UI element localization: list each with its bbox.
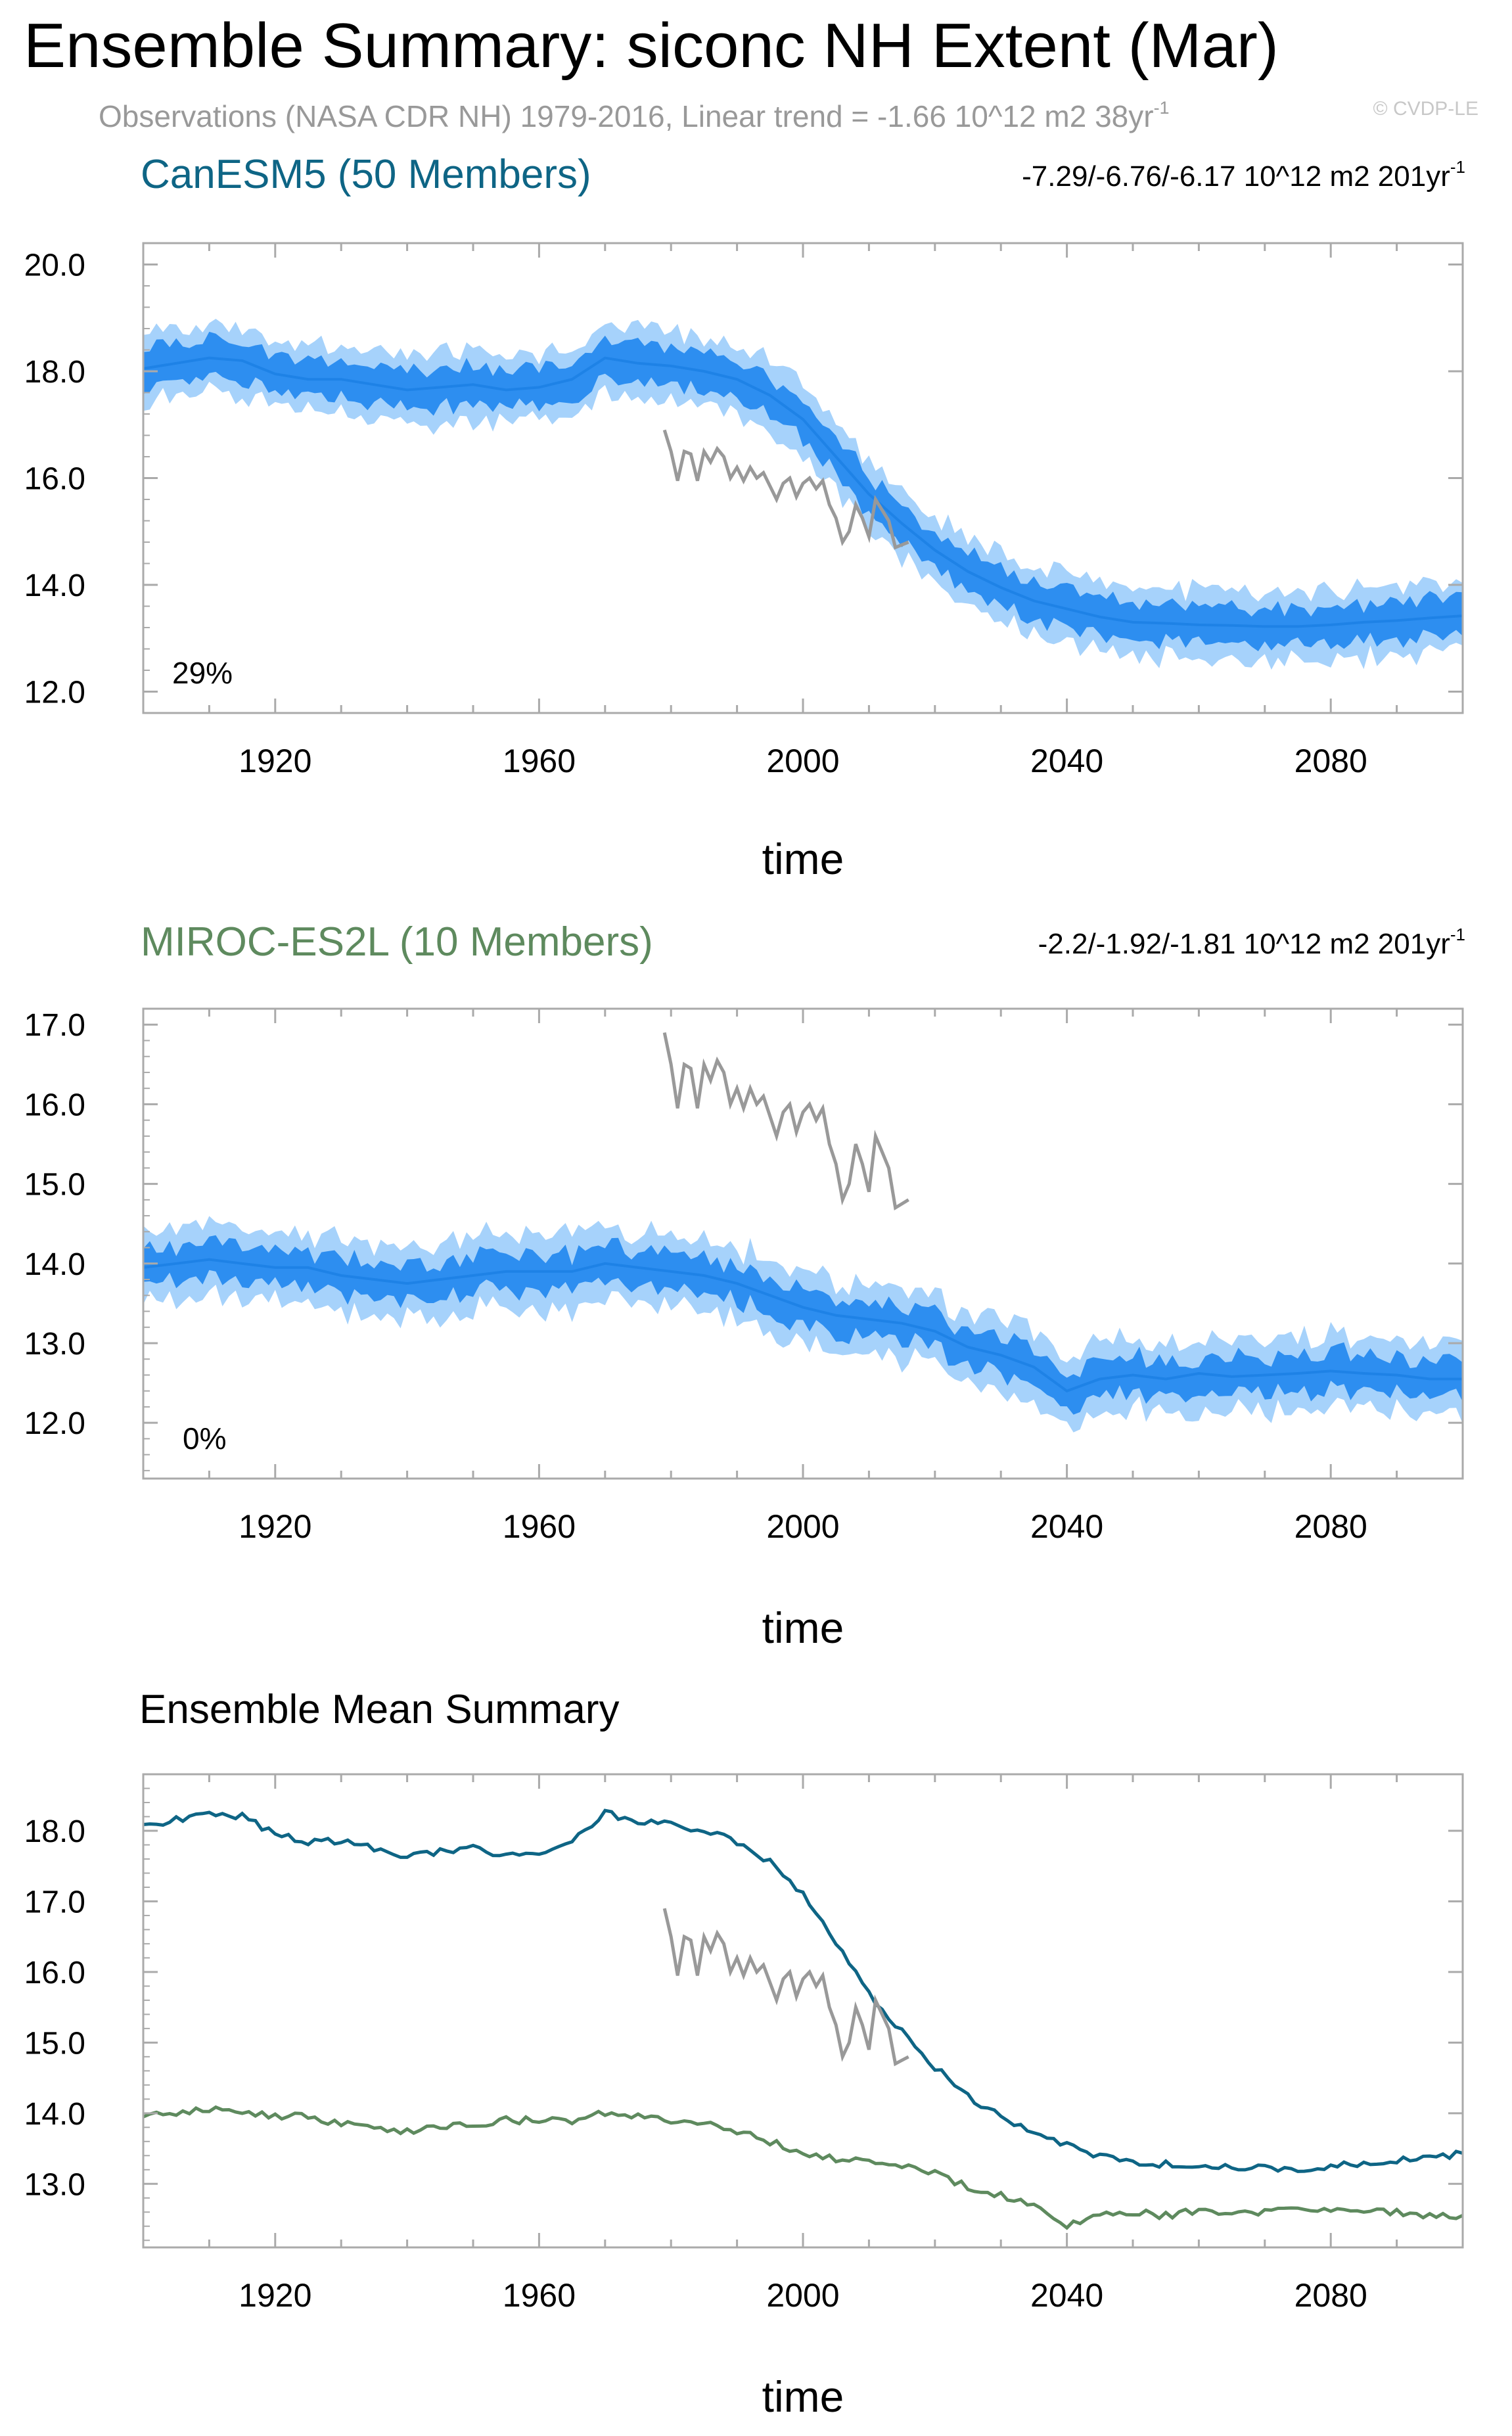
trend-label-miroc: -2.2/-1.92/-1.81 10^12 m2 201yr-1 bbox=[1038, 925, 1465, 960]
y-tick-label-mean: 18.0 bbox=[24, 1814, 85, 1849]
x-tick-label-miroc: 1960 bbox=[503, 1508, 576, 1545]
trend-text-miroc: -2.2/-1.92/-1.81 10^12 m2 201yr bbox=[1038, 928, 1450, 960]
subtitle-text: Observations (NASA CDR NH) 1979-2016, Li… bbox=[99, 99, 1154, 133]
observations-line-mean bbox=[662, 1908, 909, 2067]
x-tick-label-mean: 2040 bbox=[1030, 2277, 1103, 2314]
figure-subtitle: Observations (NASA CDR NH) 1979-2016, Li… bbox=[99, 98, 1170, 133]
panel-title-mean: Ensemble Mean Summary bbox=[139, 1687, 620, 1732]
x-tick-label-mean: 1960 bbox=[503, 2277, 576, 2314]
trend-label-canesm5: -7.29/-6.76/-6.17 10^12 m2 201yr-1 bbox=[1022, 157, 1465, 193]
x-tick-label-canesm5: 2000 bbox=[766, 743, 839, 779]
y-tick-label-mean: 17.0 bbox=[24, 1885, 85, 1919]
subtitle-superscript: -1 bbox=[1154, 98, 1170, 118]
x-axis-label-canesm5: time bbox=[762, 835, 844, 883]
y-tick-label-mean: 16.0 bbox=[24, 1956, 85, 1990]
y-tick-label-canesm5: 16.0 bbox=[24, 462, 85, 497]
mean-line-miroc-es2l bbox=[143, 2105, 1464, 2230]
x-tick-label-mean: 2000 bbox=[766, 2277, 839, 2314]
y-tick-label-miroc: 12.0 bbox=[24, 1406, 85, 1441]
y-tick-label-canesm5: 18.0 bbox=[24, 355, 85, 390]
x-axis-label-miroc: time bbox=[762, 1603, 844, 1652]
plot-mean: 1920 1960 2000 2040 2080 13.0 14.0 15.0 16.0 17.0… bbox=[24, 1773, 1464, 2314]
panel-title-canesm5: CanESM5 (50 Members) bbox=[141, 152, 591, 197]
trend-text-canesm5: -7.29/-6.76/-6.17 10^12 m2 201yr bbox=[1022, 160, 1450, 193]
y-tick-label-miroc: 16.0 bbox=[24, 1088, 85, 1122]
x-tick-label-miroc: 2080 bbox=[1294, 1508, 1367, 1545]
x-tick-label-mean: 1920 bbox=[239, 2277, 311, 2314]
x-tick-label-canesm5: 2080 bbox=[1294, 743, 1367, 779]
observations-line-miroc bbox=[662, 1032, 909, 1211]
x-tick-label-miroc: 2000 bbox=[766, 1508, 839, 1545]
y-tick-label-canesm5: 20.0 bbox=[24, 248, 85, 283]
observations-line-canesm5 bbox=[662, 429, 909, 550]
plot-miroc: 1920 1960 2000 2040 2080 12.0 13.0 14.0 15.0 16.0… bbox=[24, 1007, 1464, 1545]
percent-label-canesm5: 29% bbox=[172, 656, 233, 690]
y-tick-label-mean: 13.0 bbox=[24, 2167, 85, 2202]
panel-mean: Ensemble Mean Summary 1920 1960 2000 2040 20… bbox=[24, 1687, 1464, 2421]
trend-superscript-canesm5: -1 bbox=[1450, 157, 1465, 177]
x-tick-label-miroc: 1920 bbox=[239, 1508, 311, 1545]
trend-superscript-miroc: -1 bbox=[1450, 925, 1465, 944]
y-tick-label-miroc: 14.0 bbox=[24, 1247, 85, 1282]
panel-canesm5: CanESM5 (50 Members) -7.29/-6.76/-6.17 1… bbox=[24, 152, 1465, 883]
panel-miroc: MIROC-ES2L (10 Members) -2.2/-1.92/-1.81… bbox=[24, 919, 1465, 1652]
x-tick-label-mean: 2080 bbox=[1294, 2277, 1367, 2314]
y-tick-label-miroc: 15.0 bbox=[24, 1168, 85, 1203]
x-tick-label-miroc: 2040 bbox=[1030, 1508, 1103, 1545]
y-tick-label-mean: 14.0 bbox=[24, 2097, 85, 2132]
x-tick-label-canesm5: 1960 bbox=[503, 743, 576, 779]
mean-line-canesm5 bbox=[143, 1808, 1463, 2173]
x-axis-label-mean: time bbox=[762, 2372, 844, 2421]
x-tick-label-canesm5: 2040 bbox=[1030, 743, 1103, 779]
y-tick-label-canesm5: 14.0 bbox=[24, 568, 85, 603]
figure-title: Ensemble Summary: siconc NH Extent (Mar) bbox=[24, 11, 1279, 81]
ensemble-inner-band-canesm5 bbox=[143, 331, 1463, 651]
ensemble-inner-band-miroc bbox=[143, 1235, 1463, 1415]
plot-frame-mean bbox=[142, 1773, 1464, 2249]
y-tick-label-canesm5: 12.0 bbox=[24, 676, 85, 710]
watermark: © CVDP-LE bbox=[1373, 98, 1478, 120]
ensemble-mean-line-miroc bbox=[143, 1258, 1463, 1392]
ensemble-outer-band-miroc bbox=[143, 1216, 1463, 1433]
percent-label-miroc: 0% bbox=[183, 1421, 226, 1456]
y-tick-label-miroc: 13.0 bbox=[24, 1327, 85, 1362]
panel-title-miroc: MIROC-ES2L (10 Members) bbox=[141, 919, 653, 965]
y-tick-label-miroc: 17.0 bbox=[24, 1008, 85, 1043]
plot-canesm5: 1920 1960 2000 2040 2080 12.0 14.0 16.0 18.0 20.0 bbox=[24, 242, 1464, 779]
y-tick-label-mean: 15.0 bbox=[24, 2026, 85, 2061]
ensemble-mean-line-canesm5 bbox=[143, 356, 1463, 628]
x-tick-label-canesm5: 1920 bbox=[239, 743, 311, 779]
